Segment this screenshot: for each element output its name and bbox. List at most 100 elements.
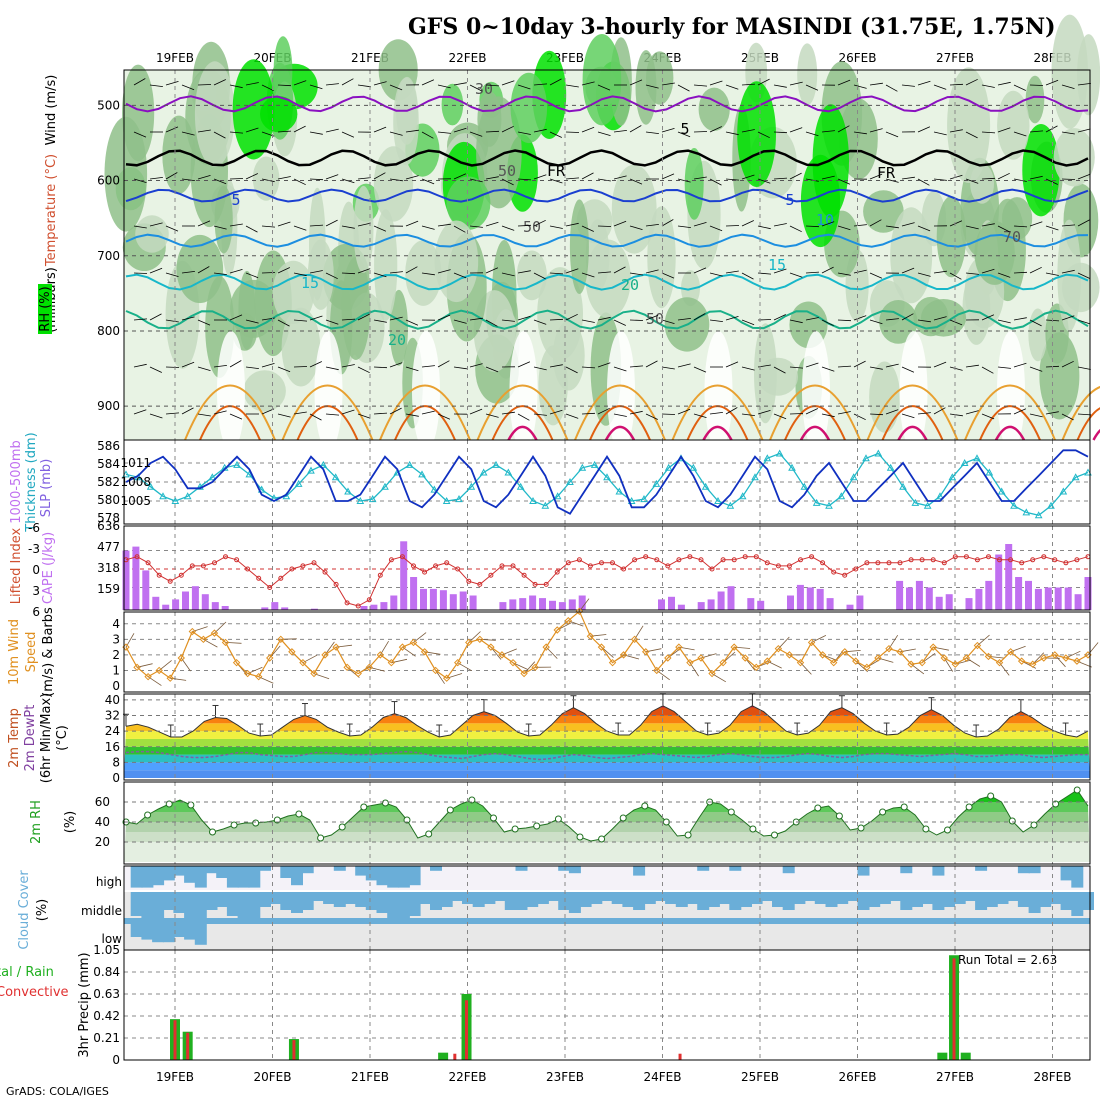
wind-barb	[693, 222, 707, 227]
cape-bar	[420, 588, 427, 610]
lifted-index-point	[477, 581, 483, 587]
lifted-index-point	[200, 563, 206, 569]
cloud-cover-low-bar	[173, 924, 186, 937]
cloud-cover-middle-bar	[397, 892, 410, 919]
cloud-cover-middle-bar	[333, 892, 346, 907]
wind-barb	[725, 316, 739, 321]
wind-barb	[213, 131, 226, 139]
cloud-cover-middle-bar	[750, 892, 763, 904]
wind-barb	[245, 127, 259, 133]
wind-barb	[789, 127, 803, 133]
wind-barb	[741, 366, 755, 371]
wind-barb	[837, 365, 852, 368]
chart-title: GFS 0~10day 3-hourly for MASINDI (31.75E…	[408, 14, 1056, 40]
wind-barb	[805, 131, 819, 137]
cape-bar	[1054, 587, 1062, 610]
rh-contour-fill	[477, 91, 502, 147]
contour-label: 50	[523, 218, 541, 236]
cloud-cover-middle-bar	[953, 892, 966, 904]
wind-barb	[885, 409, 899, 415]
wind-barb	[293, 319, 308, 322]
wind-barb	[805, 408, 818, 415]
cloud-cover-middle-bar	[1007, 892, 1020, 901]
wind-barb	[149, 177, 163, 180]
rh-2m-point	[598, 835, 606, 843]
thickness-line	[125, 452, 1089, 517]
wind-barb	[725, 131, 739, 136]
wind-barb	[853, 315, 867, 321]
wind-speed-point	[829, 658, 838, 667]
lifted-index-point	[488, 572, 494, 578]
wind-barb	[917, 412, 931, 415]
wind-barb	[1077, 366, 1091, 370]
cape-bar	[529, 595, 537, 610]
wind-barb	[373, 366, 388, 369]
wind-barb	[389, 407, 402, 415]
wind-barb	[981, 177, 996, 180]
date-label-top: 27FEB	[936, 51, 974, 65]
wind-barb	[277, 366, 291, 373]
wind-barb	[293, 125, 306, 133]
wind-barb	[1077, 413, 1092, 416]
wind-speed-point	[575, 607, 584, 616]
lifted-index-point	[554, 569, 560, 575]
wind-barb	[853, 360, 866, 368]
wind-barb	[453, 82, 467, 86]
wind-barb	[693, 313, 706, 321]
wind-barb	[261, 225, 276, 228]
rh-2m-point	[900, 803, 908, 811]
wind-barb	[437, 314, 451, 321]
cape-bar	[896, 580, 904, 610]
wind-barb	[357, 84, 371, 88]
lifted-index-point	[853, 566, 859, 572]
rh-contour-fill	[997, 90, 1030, 160]
wind-barb	[437, 413, 451, 420]
wind-barb	[821, 319, 834, 327]
cape-bar	[429, 588, 437, 610]
wind-barb	[773, 366, 786, 374]
wind-barb	[693, 366, 707, 373]
wind-barb	[773, 84, 787, 88]
cloud-cover-middle-bar	[1060, 892, 1073, 910]
cloud-cover-middle-bar	[152, 892, 165, 919]
wind-barb	[981, 314, 995, 321]
cloud-cover-high-bar	[782, 866, 795, 874]
surface-wind-barb	[910, 663, 925, 675]
cape-bar	[717, 591, 725, 610]
wind-barb	[1013, 317, 1027, 321]
wind-barb	[565, 131, 580, 133]
surface-wind-barb	[468, 631, 481, 643]
cape-bar	[390, 595, 398, 610]
wind-barb	[549, 364, 563, 368]
wind-barb	[277, 221, 291, 227]
cloud-cover-high-bar	[1060, 866, 1073, 881]
cloud-cover-high-bar	[397, 866, 410, 888]
wind-barb	[677, 363, 691, 368]
cape-bar	[816, 588, 824, 610]
wind-barb	[917, 225, 931, 232]
lifted-index-point	[809, 554, 815, 560]
cloud-cover-high-bar	[408, 866, 421, 886]
wind-speed-point	[188, 627, 197, 636]
wind-speed-point	[940, 654, 948, 662]
thickness-point	[652, 479, 661, 487]
wind-barb	[645, 224, 659, 227]
wind-barb	[181, 131, 195, 136]
wind-barb	[165, 412, 180, 415]
cloud-cover-high-bar	[430, 866, 442, 871]
cape-tick-label: 477	[97, 540, 120, 554]
wind-barb	[453, 127, 467, 133]
wind-barb	[757, 225, 771, 230]
wind-barb	[853, 131, 867, 135]
wind-barb	[1013, 408, 1027, 415]
thickness-point	[763, 454, 772, 462]
wind-speed-point	[221, 638, 230, 647]
lifted-index-point	[543, 581, 549, 587]
thickness-point	[738, 492, 747, 500]
thickness-point	[344, 487, 352, 495]
rh-contour-fill	[446, 176, 491, 230]
lifted-index-point	[786, 563, 792, 569]
thickness-point	[973, 454, 981, 462]
thickness-point	[492, 460, 500, 468]
contour-label: 70	[1003, 228, 1021, 246]
